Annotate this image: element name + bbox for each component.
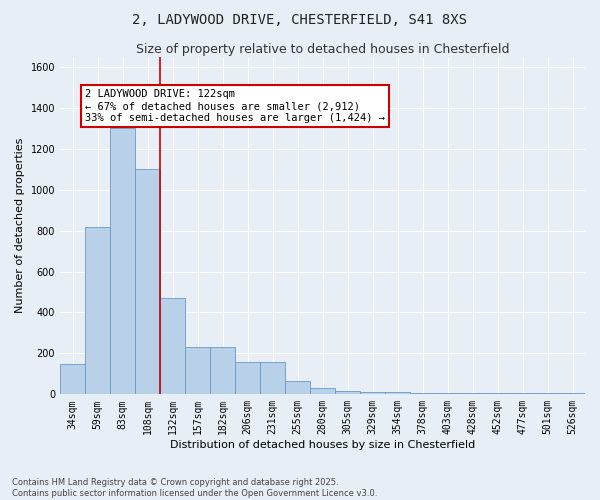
Bar (135, 169, 160, 394)
Bar (85, 226, 110, 394)
Y-axis label: Number of detached properties: Number of detached properties (15, 138, 25, 313)
Bar (385, 392, 410, 394)
Bar (310, 388, 335, 394)
Bar (210, 348, 235, 395)
Title: Size of property relative to detached houses in Chesterfield: Size of property relative to detached ho… (136, 42, 509, 56)
Text: Contains HM Land Registry data © Crown copyright and database right 2025.
Contai: Contains HM Land Registry data © Crown c… (12, 478, 377, 498)
Bar (285, 381, 310, 394)
Bar (260, 362, 285, 394)
Bar (235, 362, 260, 394)
X-axis label: Distribution of detached houses by size in Chesterfield: Distribution of detached houses by size … (170, 440, 475, 450)
Bar (160, 298, 185, 394)
Bar (335, 392, 360, 394)
Bar (110, 128, 135, 394)
Bar (60, 364, 85, 394)
Text: 2, LADYWOOD DRIVE, CHESTERFIELD, S41 8XS: 2, LADYWOOD DRIVE, CHESTERFIELD, S41 8XS (133, 12, 467, 26)
Text: 2 LADYWOOD DRIVE: 122sqm
← 67% of detached houses are smaller (2,912)
33% of sem: 2 LADYWOOD DRIVE: 122sqm ← 67% of detach… (85, 90, 385, 122)
Bar (185, 348, 210, 395)
Bar (360, 392, 385, 394)
